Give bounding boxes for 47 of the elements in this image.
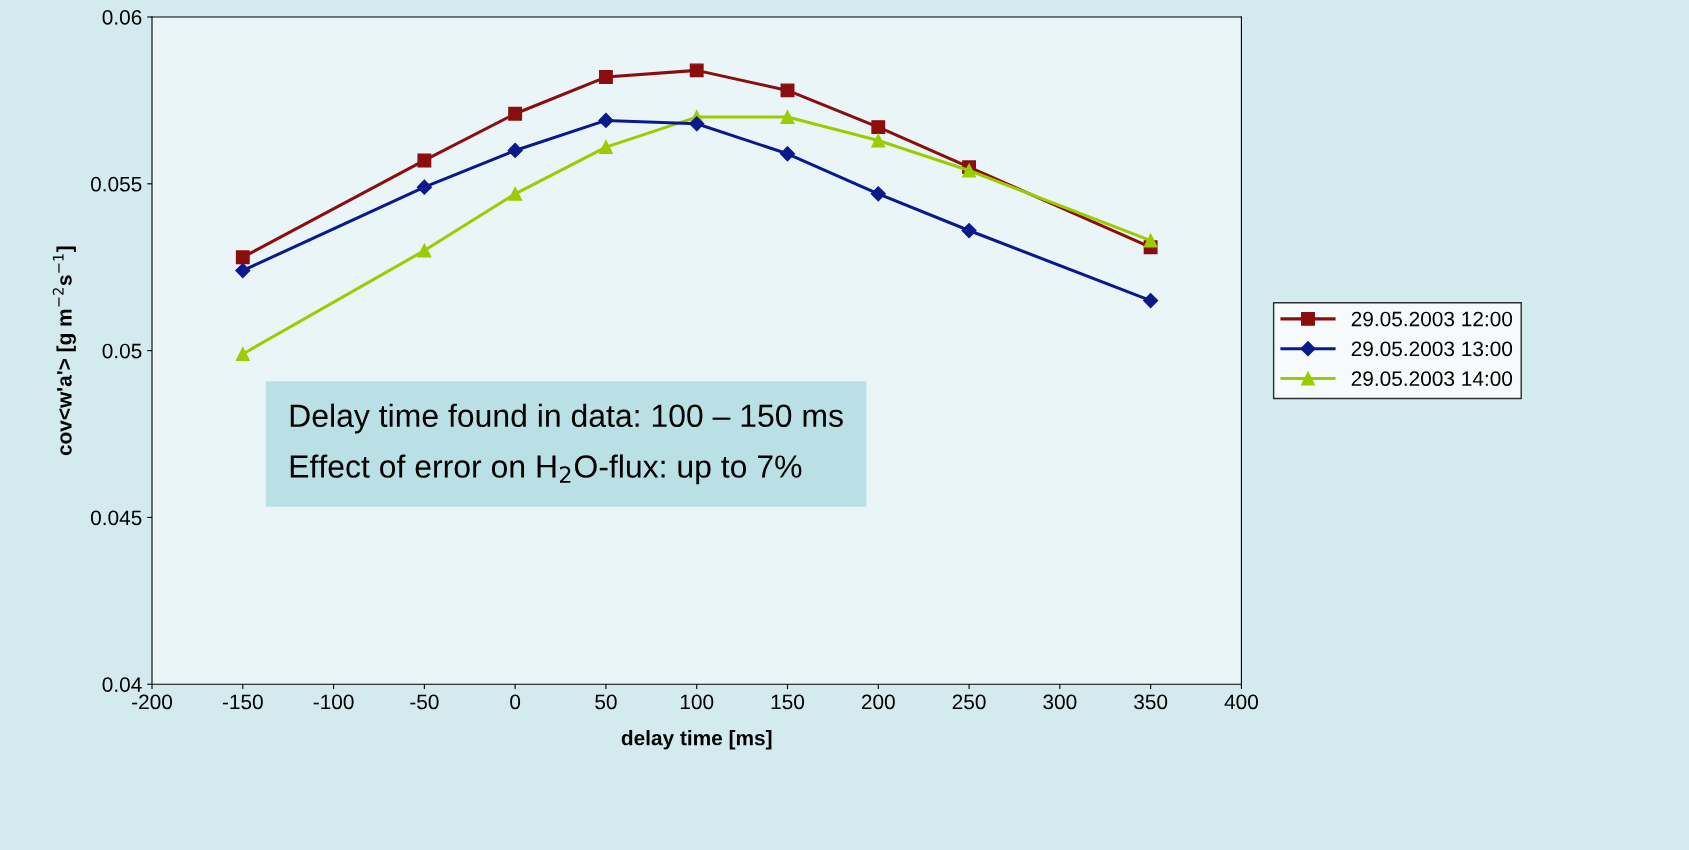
point (779, 146, 796, 162)
x-axis-title: delay time [ms] (621, 730, 772, 750)
x-tick-label: 400 (1224, 694, 1258, 710)
y-tick-label: 0.06 (102, 10, 142, 25)
point (598, 140, 613, 155)
point (780, 83, 795, 98)
point (508, 106, 523, 121)
y-tick-label: 0.045 (90, 510, 142, 526)
point (780, 110, 795, 125)
point (1143, 233, 1158, 248)
point (871, 120, 886, 135)
point (416, 179, 432, 195)
point (870, 186, 886, 202)
x-tick-label: 100 (680, 694, 714, 710)
point (235, 262, 251, 279)
point (961, 222, 977, 239)
x-tick-label: 50 (595, 694, 617, 710)
point (689, 116, 705, 132)
legend-label: 29.05.2003 13:00 (1351, 341, 1513, 357)
annotation: Delay time found in data: 100 – 150 ms Effect of error on H$_{2}$O-flux: up to 7% (290, 403, 843, 485)
point (235, 250, 250, 265)
y-axis-title: cov<w'a'> [g m$^{−2}$s$^{−1}$] (52, 246, 76, 456)
x-tick-label: 250 (952, 694, 986, 710)
point (871, 133, 886, 148)
point (1143, 293, 1159, 309)
legend-label: 29.05.2003 14:00 (1351, 371, 1513, 387)
legend-label: 29.05.2003 12:00 (1351, 311, 1513, 327)
x-tick-label: -100 (313, 694, 354, 710)
point (508, 186, 523, 201)
x-tick-label: 350 (1134, 694, 1168, 710)
point (507, 142, 523, 159)
x-tick-label: 200 (861, 694, 895, 710)
y-tick-label: 0.04 (102, 677, 142, 692)
x-tick-label: 0 (510, 694, 521, 710)
point (417, 153, 432, 168)
y-tick-label: 0.05 (102, 343, 142, 359)
y-tick-label: 0.055 (90, 176, 142, 192)
x-tick-label: -50 (410, 694, 439, 710)
point (598, 112, 614, 128)
point (598, 70, 613, 84)
point (235, 347, 250, 361)
point (417, 243, 432, 258)
x-tick-label: 150 (771, 694, 805, 710)
x-tick-label: -200 (132, 694, 173, 710)
x-tick-label: -150 (222, 694, 263, 710)
point (689, 63, 704, 78)
x-tick-label: 300 (1043, 694, 1077, 710)
